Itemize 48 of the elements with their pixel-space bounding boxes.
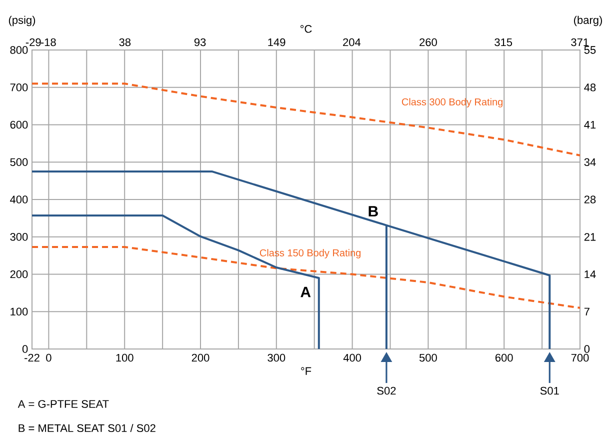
x2-tick-label: 38: [119, 38, 131, 46]
x2-tick-label: -18: [40, 38, 56, 46]
x-tick-label: 200: [192, 354, 210, 362]
y-tick-label: 300: [10, 232, 28, 241]
y2-tick-label: 7: [584, 308, 590, 316]
y2-axis-title: (barg): [574, 16, 602, 26]
x-tick-label: 0: [46, 354, 52, 362]
y2-tick-label: 48: [584, 84, 596, 92]
text: A = G-PTFE SEAT: [18, 400, 109, 408]
x2-tick-label: 204: [343, 38, 361, 46]
x-tick-label: 100: [116, 354, 134, 362]
x2-axis-title: °C: [300, 25, 312, 33]
y-axis-title: (psig): [8, 16, 36, 26]
x-tick-label: 600: [495, 354, 513, 362]
annotation: A: [300, 286, 311, 298]
y2-tick-label: 55: [584, 46, 596, 54]
y-tick-label: 800: [10, 46, 28, 54]
y-tick-label: 400: [10, 196, 28, 204]
y2-tick-label: 21: [584, 233, 596, 241]
x-tick-label: 400: [343, 354, 362, 362]
annotation: B: [368, 206, 378, 216]
y-tick-label: 0: [22, 345, 28, 353]
series-label: Class 300 Body Rating: [402, 98, 502, 108]
x-tick-label: -22: [24, 354, 40, 362]
y2-tick-label: 34: [584, 158, 596, 166]
x2-tick-label: 315: [494, 38, 512, 46]
text: B = METAL SEAT S01 / S02: [18, 424, 156, 432]
x2-tick-label: -29: [26, 38, 41, 46]
y2-tick-label: 14: [584, 270, 596, 278]
x-tick-label: 500: [419, 354, 437, 362]
x2-tick-label: 149: [268, 38, 286, 46]
y-tick-label: 500: [10, 158, 28, 166]
text: S02: [377, 386, 396, 395]
x-tick-label: 300: [268, 354, 286, 362]
series-label: Class 150 Body Rating: [260, 249, 361, 258]
y-tick-label: 700: [10, 83, 28, 92]
y2-tick-label: 41: [584, 120, 596, 129]
y-tick-label: 200: [10, 270, 28, 278]
x-tick-label: 700: [571, 354, 589, 362]
y-tick-label: 600: [10, 120, 28, 129]
x2-tick-label: 371: [571, 38, 588, 46]
x2-tick-label: 93: [194, 38, 206, 46]
y2-tick-label: 28: [584, 196, 596, 204]
x2-tick-label: 260: [420, 38, 437, 46]
text: S01: [540, 386, 559, 395]
y-tick-label: 100: [10, 308, 28, 316]
y2-tick-label: 0: [584, 345, 590, 353]
x-axis-title: °F: [301, 367, 312, 375]
